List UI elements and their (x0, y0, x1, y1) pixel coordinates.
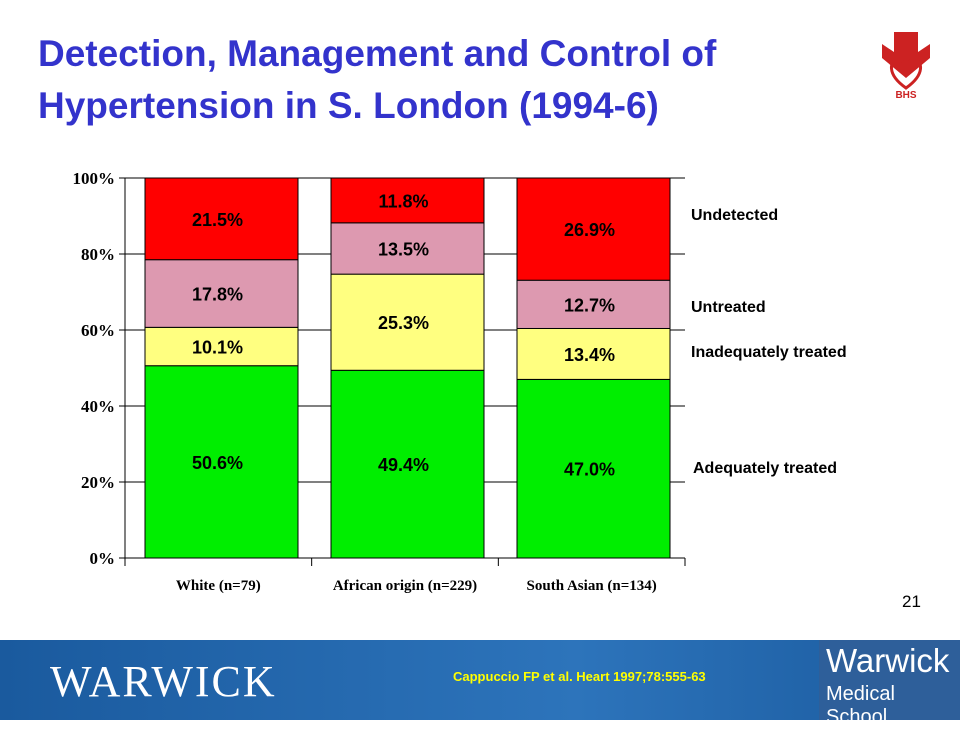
bar-segment (516, 378, 671, 559)
bars (144, 177, 671, 559)
x-tick-label: African origin (n=229) (333, 578, 477, 594)
bar-segment (516, 279, 671, 329)
wms-logo-line1: Warwick (826, 642, 950, 679)
axes: 0% 20% 40% 60% 80% 100% White (n=79) African or… (73, 169, 686, 594)
wms-logo-line2: Medical School (826, 683, 895, 728)
bar-data-label: 12.7% (564, 295, 615, 315)
bar-segment (330, 273, 485, 371)
bar-segment (144, 326, 299, 367)
bhs-logo-text: BHS (895, 90, 916, 100)
bar-segment (516, 177, 671, 281)
x-tick-label: South Asian (n=134) (527, 578, 657, 594)
citation: Cappuccio FP et al. Heart 1997;78:555-63 (453, 669, 706, 684)
y-tick-label: 100% (73, 169, 116, 188)
bar-data-label: 10.1% (192, 338, 243, 358)
bar-segment (330, 177, 485, 224)
x-tick-label: White (n=79) (176, 578, 261, 594)
slide-number: 21 (902, 592, 921, 611)
legend-inadequately-treated: Inadequately treated (691, 344, 847, 361)
bar-segment (144, 259, 299, 328)
footer-bar (0, 640, 960, 720)
bar-data-label: 17.8% (192, 285, 243, 305)
bar-data-label: 21.5% (192, 210, 243, 230)
title-line-1: Detection, Management and Control of (38, 33, 717, 74)
legend-undetected: Undetected (691, 207, 779, 224)
slide-title: Detection, Management and Control of Hyp… (38, 28, 838, 132)
bar-data-label: 13.4% (564, 345, 615, 365)
bar-data-label: 47.0% (564, 460, 615, 480)
data-labels: 50.6% 10.1% 17.8% 21.5% 49.4% 25.3% 13.5% 11.8%… (192, 191, 615, 479)
legend-untreated: Untreated (691, 299, 766, 316)
bar-segment (516, 327, 671, 380)
warwick-medical-school-logo (819, 640, 960, 720)
bar-data-label: 11.8% (378, 191, 428, 211)
y-tick-label: 80% (81, 245, 115, 264)
stacked-bar-chart: 0% 20% 40% 60% 80% 100% White (n=79) African or… (73, 169, 686, 594)
bar-segment (330, 369, 485, 559)
bar-data-label: 26.9% (564, 220, 615, 240)
bar-data-label: 49.4% (378, 455, 429, 475)
bar-data-label: 25.3% (378, 313, 429, 333)
legend-adequately-treated: Adequately treated (693, 460, 838, 477)
title-line-2: Hypertension in S. London (1994-6) (38, 85, 659, 126)
bar-segment (330, 222, 485, 275)
warwick-logo: WARWICK (50, 657, 277, 706)
bar-segment (144, 365, 299, 559)
y-tick-label: 20% (81, 473, 115, 492)
y-tick-label: 0% (90, 549, 116, 568)
bar-data-label: 50.6% (192, 453, 243, 473)
y-tick-label: 60% (81, 321, 115, 340)
y-tick-label: 40% (81, 397, 115, 416)
bar-segment (144, 177, 299, 261)
bhs-logo-icon: BHS (882, 32, 930, 100)
bar-data-label: 13.5% (378, 239, 429, 259)
